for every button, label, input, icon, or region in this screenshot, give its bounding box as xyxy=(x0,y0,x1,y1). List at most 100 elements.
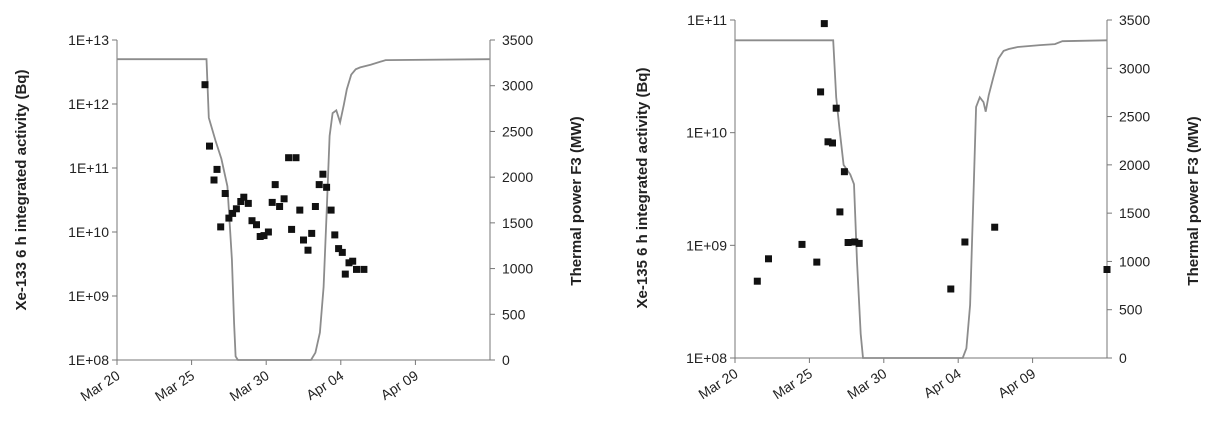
right-y-tick-label: 2000 xyxy=(502,169,533,185)
left-y-tick-label: 1E+11 xyxy=(69,160,109,176)
x-tick-label: Apr 04 xyxy=(303,367,346,403)
left-y-tick-label: 1E+13 xyxy=(68,32,109,48)
activity-point xyxy=(345,259,353,267)
activity-point xyxy=(349,257,357,265)
x-tick-label: Mar 30 xyxy=(227,367,272,404)
left-y-tick-label: 1E+08 xyxy=(686,350,727,366)
right-y-axis-label: Thermal power F3 (MW) xyxy=(1185,116,1202,285)
right-y-tick-label: 3000 xyxy=(502,78,533,94)
left-y-axis-label: Xe-133 6 h integrated activity (Bq) xyxy=(13,70,30,311)
activity-point xyxy=(323,183,331,191)
right-y-tick-label: 0 xyxy=(502,352,510,368)
activity-point xyxy=(253,221,260,229)
activity-point xyxy=(271,181,279,189)
activity-point xyxy=(304,246,312,254)
activity-point xyxy=(1103,266,1111,273)
activity-point xyxy=(292,154,300,162)
activity-point xyxy=(225,214,233,222)
activity-point xyxy=(288,225,296,233)
left-y-tick-label: 1E+10 xyxy=(68,224,109,240)
right-y-tick-label: 2500 xyxy=(1119,109,1150,125)
activity-point xyxy=(210,176,218,184)
right-y-tick-label: 1500 xyxy=(502,215,533,231)
activity-point xyxy=(820,20,828,28)
activity-point xyxy=(311,203,319,210)
x-tick-label: Mar 25 xyxy=(152,367,197,404)
activity-point xyxy=(280,195,288,203)
right-y-tick-label: 1000 xyxy=(1119,253,1150,269)
activity-point xyxy=(331,231,339,239)
right-y-tick-label: 3500 xyxy=(1119,12,1150,28)
activity-point xyxy=(260,232,268,240)
x-tick-label: Mar 20 xyxy=(77,367,122,404)
activity-point xyxy=(753,277,761,285)
activity-point xyxy=(844,239,852,246)
activity-point xyxy=(300,236,307,244)
activity-point xyxy=(991,223,999,231)
activity-point xyxy=(315,181,323,189)
right-y-tick-label: 0 xyxy=(1119,350,1127,366)
activity-point xyxy=(244,199,252,207)
activity-point xyxy=(285,154,293,162)
activity-point xyxy=(855,239,863,247)
left-y-tick-label: 1E+09 xyxy=(68,288,109,304)
left-y-tick-label: 1E+10 xyxy=(686,125,727,141)
x-tick-label: Mar 20 xyxy=(695,365,740,402)
activity-point xyxy=(360,265,368,273)
left-y-tick-label: 1E+09 xyxy=(686,237,727,253)
activity-point xyxy=(832,104,840,112)
activity-point xyxy=(221,190,229,197)
right-y-axis-label: Thermal power F3 (MW) xyxy=(568,116,585,285)
activity-point xyxy=(765,255,772,263)
activity-point xyxy=(248,217,256,225)
x-tick-label: Apr 09 xyxy=(378,367,421,403)
activity-point xyxy=(338,248,346,256)
activity-point xyxy=(308,229,316,237)
activity-point xyxy=(319,170,327,178)
activity-point xyxy=(264,228,272,236)
activity-point xyxy=(961,238,969,246)
activity-point xyxy=(836,208,844,216)
right-y-tick-label: 500 xyxy=(502,306,526,322)
activity-point xyxy=(327,206,335,214)
activity-point xyxy=(851,238,859,246)
right-y-tick-label: 2500 xyxy=(502,123,533,139)
right-y-tick-label: 1500 xyxy=(1119,205,1150,221)
activity-point xyxy=(229,209,237,217)
chart-panel-xe133: Xe-133 6 h integrated activity (Bq) Ther… xyxy=(13,32,585,404)
activity-point xyxy=(824,138,832,146)
thermal-power-line xyxy=(117,58,491,361)
x-tick-label: Apr 04 xyxy=(921,365,964,401)
chart-panel-xe135: Xe-135 6 h integrated activity (Bq) Ther… xyxy=(634,12,1202,402)
activity-point xyxy=(206,142,213,150)
activity-point xyxy=(947,285,955,293)
activity-point xyxy=(201,81,209,89)
activity-point xyxy=(268,198,276,206)
right-y-tick-label: 3500 xyxy=(502,32,533,48)
left-y-axis-label: Xe-135 6 h integrated activity (Bq) xyxy=(634,68,651,309)
x-tick-label: Mar 25 xyxy=(770,365,815,402)
x-tick-label: Apr 09 xyxy=(995,365,1038,401)
right-y-tick-label: 1000 xyxy=(502,261,533,277)
left-y-tick-label: 1E+12 xyxy=(68,96,109,112)
activity-point xyxy=(813,258,821,266)
activity-point xyxy=(217,223,225,231)
activity-point xyxy=(276,203,284,210)
left-y-tick-label: 1E+11 xyxy=(687,12,727,28)
right-y-tick-label: 500 xyxy=(1119,302,1143,318)
left-y-tick-label: 1E+08 xyxy=(68,352,109,368)
activity-point xyxy=(335,245,343,253)
activity-point xyxy=(829,139,836,147)
activity-point xyxy=(256,233,264,240)
thermal-power-line xyxy=(735,39,1108,359)
activity-point xyxy=(353,265,360,273)
activity-point xyxy=(341,270,349,278)
x-tick-label: Mar 30 xyxy=(844,365,889,402)
activity-point xyxy=(240,193,248,201)
activity-point xyxy=(817,88,825,96)
right-y-tick-label: 3000 xyxy=(1119,60,1150,76)
activity-point xyxy=(232,205,240,213)
activity-point xyxy=(237,198,245,205)
